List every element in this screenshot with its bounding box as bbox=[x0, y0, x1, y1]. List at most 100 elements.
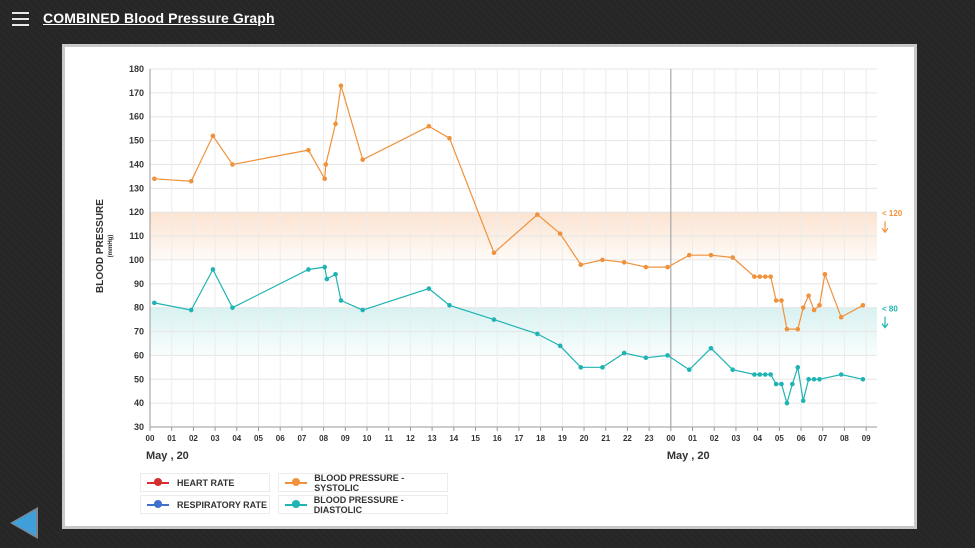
x-tick-label: 01 bbox=[688, 434, 697, 443]
series-line-systolic bbox=[154, 85, 864, 330]
x-tick-label: 01 bbox=[167, 434, 176, 443]
data-point-diastolic bbox=[838, 372, 844, 377]
data-point-systolic bbox=[838, 314, 844, 320]
x-tick-label: 08 bbox=[319, 434, 328, 443]
legend-item-respiratory-rate[interactable]: RESPIRATORY RATE bbox=[140, 495, 270, 514]
data-point-systolic bbox=[491, 250, 497, 256]
data-point-diastolic bbox=[686, 367, 692, 373]
data-point-systolic bbox=[338, 83, 344, 89]
data-point-diastolic bbox=[817, 376, 822, 382]
y-tick-label: 140 bbox=[129, 159, 144, 169]
data-point-diastolic bbox=[773, 381, 779, 387]
blood-pressure-chart: < 120< 803040506070809010011012013014015… bbox=[95, 64, 903, 462]
data-point-diastolic bbox=[426, 286, 432, 291]
x-tick-label: 00 bbox=[666, 434, 675, 443]
y-tick-label: 80 bbox=[134, 303, 144, 313]
x-tick-label: 21 bbox=[601, 434, 610, 443]
data-point-diastolic bbox=[557, 343, 563, 349]
legend-swatch-heart-rate bbox=[147, 478, 169, 487]
data-point-diastolic bbox=[800, 398, 806, 404]
x-tick-label: 12 bbox=[406, 434, 415, 443]
data-point-systolic bbox=[806, 293, 811, 299]
data-point-systolic bbox=[768, 274, 773, 279]
hamburger-icon[interactable] bbox=[12, 12, 29, 26]
x-tick-label: 07 bbox=[818, 434, 827, 443]
data-point-diastolic bbox=[621, 350, 627, 356]
x-tick-label: 16 bbox=[493, 434, 502, 443]
data-point-systolic bbox=[822, 271, 828, 277]
x-tick-label: 04 bbox=[753, 434, 762, 443]
data-point-systolic bbox=[621, 260, 627, 265]
x-tick-label: 07 bbox=[297, 434, 306, 443]
data-point-diastolic bbox=[600, 365, 605, 370]
x-tick-label: 06 bbox=[276, 434, 285, 443]
y-tick-label: 180 bbox=[129, 64, 144, 74]
legend-item-diastolic[interactable]: BLOOD PRESSURE - DIASTOLIC bbox=[278, 495, 448, 515]
top-bar: COMBINED Blood Pressure Graph bbox=[0, 0, 975, 40]
data-point-diastolic bbox=[322, 264, 327, 270]
data-point-systolic bbox=[188, 178, 194, 184]
legend-item-heart-rate[interactable]: HEART RATE bbox=[140, 473, 270, 492]
x-tick-label: 15 bbox=[471, 434, 480, 443]
data-point-diastolic bbox=[762, 372, 768, 377]
data-point-systolic bbox=[784, 326, 790, 332]
y-tick-label: 90 bbox=[134, 279, 144, 289]
threshold-down-arrow-icon bbox=[881, 221, 889, 234]
data-point-diastolic bbox=[768, 372, 773, 377]
data-point-systolic bbox=[578, 262, 584, 268]
data-point-diastolic bbox=[447, 302, 452, 308]
legend-label: RESPIRATORY RATE bbox=[177, 499, 268, 510]
data-point-systolic bbox=[752, 274, 757, 279]
y-tick-label: 110 bbox=[129, 231, 144, 241]
legend-item-systolic[interactable]: BLOOD PRESSURE - SYSTOLIC bbox=[278, 473, 448, 493]
data-point-diastolic bbox=[795, 365, 801, 370]
x-tick-label: 08 bbox=[840, 434, 849, 443]
y-tick-label: 40 bbox=[134, 398, 144, 408]
data-point-systolic bbox=[535, 212, 540, 217]
data-point-diastolic bbox=[210, 267, 216, 272]
data-point-systolic bbox=[665, 264, 670, 270]
y-tick-label: 70 bbox=[134, 327, 144, 337]
y-tick-label: 50 bbox=[134, 374, 144, 384]
data-point-systolic bbox=[730, 255, 735, 260]
y-tick-label: 100 bbox=[129, 255, 144, 265]
data-point-diastolic bbox=[324, 276, 330, 282]
x-tick-label: 06 bbox=[797, 434, 806, 443]
data-point-systolic bbox=[817, 302, 822, 308]
data-point-diastolic bbox=[491, 317, 497, 322]
data-point-diastolic bbox=[811, 376, 817, 382]
data-point-diastolic bbox=[578, 365, 584, 370]
data-point-systolic bbox=[210, 133, 216, 139]
data-point-systolic bbox=[757, 274, 763, 279]
x-tick-label: 04 bbox=[232, 434, 241, 443]
data-point-diastolic bbox=[152, 300, 157, 306]
y-tick-label: 160 bbox=[129, 112, 144, 122]
x-tick-label: 09 bbox=[341, 434, 350, 443]
data-point-systolic bbox=[600, 257, 605, 263]
x-tick-label: 18 bbox=[536, 434, 545, 443]
legend-label: HEART RATE bbox=[177, 477, 235, 488]
data-point-diastolic bbox=[230, 305, 235, 310]
x-tick-label: 22 bbox=[623, 434, 632, 443]
y-tick-label: 170 bbox=[129, 88, 144, 98]
data-point-systolic bbox=[795, 326, 801, 332]
y-axis-unit: (mmHg) bbox=[108, 235, 114, 258]
x-tick-label: 10 bbox=[363, 434, 372, 443]
data-point-systolic bbox=[152, 176, 157, 182]
data-point-diastolic bbox=[665, 353, 670, 358]
data-point-systolic bbox=[557, 231, 563, 236]
data-point-diastolic bbox=[338, 298, 344, 303]
data-point-systolic bbox=[860, 302, 866, 308]
x-tick-label: 05 bbox=[775, 434, 784, 443]
y-tick-label: 130 bbox=[129, 183, 144, 193]
page-title: COMBINED Blood Pressure Graph bbox=[43, 10, 275, 26]
data-point-diastolic bbox=[806, 376, 811, 382]
data-point-systolic bbox=[360, 157, 365, 162]
data-point-systolic bbox=[322, 176, 327, 182]
data-point-systolic bbox=[323, 162, 329, 167]
data-point-diastolic bbox=[790, 381, 795, 387]
back-arrow-icon[interactable] bbox=[12, 510, 36, 536]
y-tick-label: 150 bbox=[129, 136, 144, 146]
y-tick-label: 60 bbox=[134, 350, 144, 360]
legend-swatch-respiratory-rate bbox=[147, 500, 169, 509]
